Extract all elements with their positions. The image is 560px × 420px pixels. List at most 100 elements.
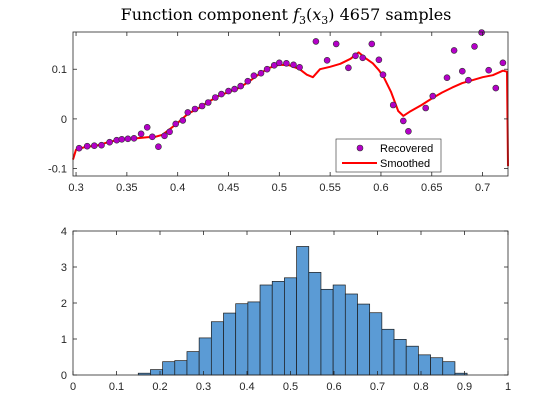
histogram-bar <box>162 361 176 376</box>
legend-smoothed-label: Smoothed <box>380 158 430 170</box>
bottom-x-tick-label: 0.6 <box>326 381 341 393</box>
bottom-y-tick-label: 0 <box>61 370 67 382</box>
recovered-point <box>98 141 105 149</box>
recovered-point <box>359 54 367 62</box>
top-x-tick-label: 0.35 <box>116 182 137 194</box>
recovered-point <box>231 85 238 93</box>
recovered-point <box>155 143 162 150</box>
histogram-bar <box>223 312 237 376</box>
recovered-point <box>296 64 303 71</box>
bottom-x-tick-label: 0.1 <box>109 381 124 393</box>
histogram-bar <box>369 312 383 376</box>
recovered-point <box>345 64 352 72</box>
recovered-point <box>179 117 187 124</box>
recovered-point <box>429 92 437 100</box>
title-prefix: Function component <box>121 5 293 24</box>
recovered-point <box>130 135 138 142</box>
bottom-x-tick-label: 0.5 <box>283 381 298 393</box>
recovered-point <box>257 69 265 77</box>
histogram-bar <box>442 361 456 376</box>
top-x-ticks: 0.3 0.35 0.4 0.45 0.5 0.55 0.6 0.65 0.7 <box>68 32 490 194</box>
histogram-bar <box>430 357 444 376</box>
top-y-tick-label: -0.1 <box>48 164 67 176</box>
recovered-point <box>312 38 320 45</box>
recovered-point <box>323 56 331 64</box>
recovered-point <box>478 29 485 36</box>
legend-recovered-label: Recovered <box>380 143 433 155</box>
title-close-paren: ) <box>328 5 334 24</box>
recovered-point <box>485 66 493 74</box>
top-y-ticks: -0.1 0 0.1 <box>48 64 508 176</box>
top-y-tick-label: 0 <box>61 114 67 126</box>
recovered-point <box>450 47 458 54</box>
top-x-tick-label: 0.45 <box>218 182 239 194</box>
histogram-bars <box>137 246 468 376</box>
top-x-tick-label: 0.55 <box>319 182 340 194</box>
recovered-point <box>352 52 359 60</box>
recovered-point <box>191 105 199 113</box>
recovered-point <box>143 124 151 131</box>
bottom-y-tick-label: 2 <box>61 298 67 310</box>
recovered-point <box>290 61 297 69</box>
top-x-tick-label: 0.3 <box>68 182 83 194</box>
recovered-point <box>375 56 383 64</box>
histogram-bar <box>186 351 200 376</box>
histogram-bar <box>296 246 310 376</box>
recovered-point <box>465 76 472 84</box>
bottom-y-tick-label: 3 <box>61 262 67 274</box>
histogram-bar <box>418 354 431 376</box>
recovered-point <box>106 138 113 146</box>
recovered-point <box>91 142 98 149</box>
top-axes-box <box>72 31 509 177</box>
histogram-bar <box>271 281 285 376</box>
title-open-paren: ( <box>306 5 312 24</box>
top-x-tick-label: 0.6 <box>373 182 388 194</box>
top-x-tick-label: 0.5 <box>272 182 287 194</box>
histogram-bar <box>174 360 188 376</box>
title-func-subscript: 3 <box>299 14 306 27</box>
recovered-point <box>118 136 126 143</box>
histogram-bar <box>210 321 224 376</box>
legend-recovered-marker <box>356 144 364 152</box>
histogram-bar <box>150 369 163 376</box>
bottom-x-tick-label: 0.9 <box>457 381 472 393</box>
histogram-bar <box>320 288 334 376</box>
bottom-x-tick-label: 0.7 <box>370 381 385 393</box>
histogram-bar <box>284 277 297 376</box>
bottom-y-ticks: 0 1 2 3 4 <box>61 226 508 382</box>
bottom-x-tick-label: 1 <box>505 381 511 393</box>
top-x-tick-label: 0.4 <box>170 182 185 194</box>
histogram-bar <box>308 272 322 376</box>
recovered-point <box>332 40 340 48</box>
recovered-point <box>399 117 407 125</box>
recovered-point <box>83 142 91 150</box>
recovered-point <box>250 72 258 79</box>
bottom-x-tick-label: 0.3 <box>196 381 211 393</box>
recovered-point <box>218 90 225 98</box>
histogram-bar <box>381 328 395 376</box>
recovered-series <box>75 29 507 152</box>
legend-box <box>335 138 442 173</box>
recovered-point <box>275 59 283 67</box>
recovered-point <box>499 59 507 67</box>
recovered-point <box>161 132 168 140</box>
recovered-point <box>283 59 290 67</box>
bottom-x-tick-label: 0.2 <box>152 381 167 393</box>
recovered-point <box>389 101 397 109</box>
recovered-point <box>244 77 252 85</box>
recovered-point <box>492 84 500 92</box>
recovered-point <box>172 120 179 128</box>
title-suffix: 4657 samples <box>335 5 452 24</box>
histogram-bar <box>393 339 407 376</box>
title-func: f <box>292 5 302 24</box>
bottom-axes: 0 0.1 0.2 0.3 0.4 0.5 0.6 0.7 0.8 0.9 1 0 1 2 3 4 <box>61 226 511 393</box>
recovered-point <box>212 94 219 101</box>
top-x-tick-label: 0.7 <box>475 182 490 194</box>
recovered-point <box>458 67 466 75</box>
recovered-point <box>204 99 212 106</box>
histogram-bar <box>247 301 261 376</box>
top-axes: 0.3 0.35 0.4 0.45 0.5 0.55 0.6 0.65 0.7 -0.1 0 0.1… <box>48 29 509 194</box>
recovered-point <box>422 104 430 112</box>
recovered-point <box>166 128 173 136</box>
